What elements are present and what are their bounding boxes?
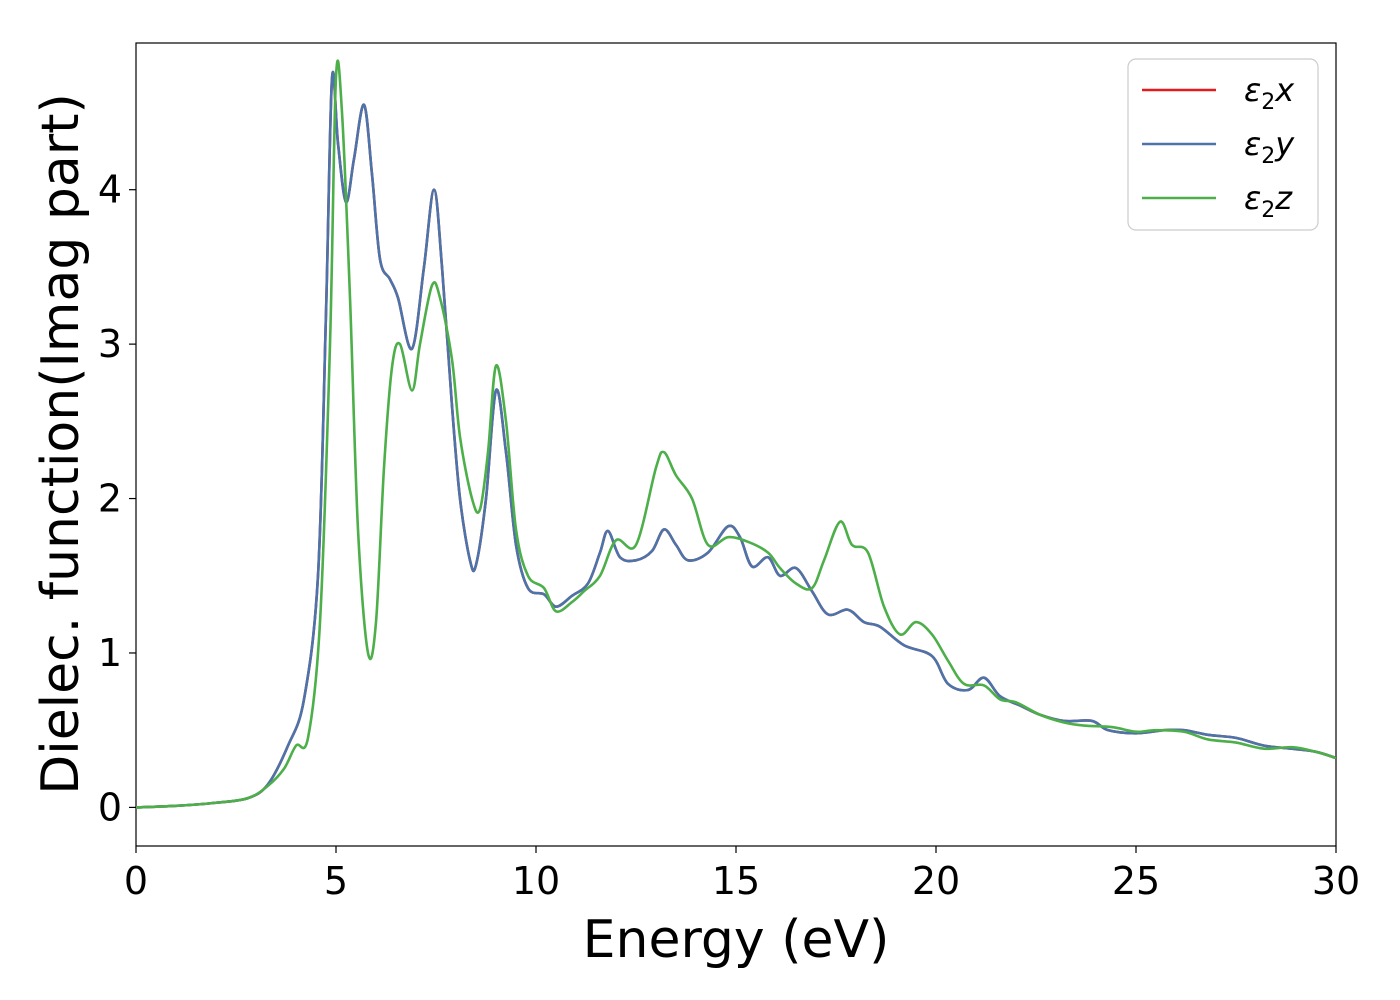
legend-box bbox=[1127, 58, 1319, 231]
y-axis-label: Dielec. function(Imag part) bbox=[31, 93, 91, 795]
x-tick-label: 30 bbox=[1312, 859, 1360, 903]
y-tick-label: 4 bbox=[98, 168, 122, 212]
y-tick-label: 3 bbox=[98, 322, 122, 366]
x-tick-label: 20 bbox=[912, 859, 960, 903]
legend-label-y: ε2y bbox=[1244, 125, 1295, 169]
x-axis-label: Energy (eV) bbox=[583, 910, 890, 970]
legend-label-z: ε2z bbox=[1244, 179, 1293, 223]
legend: ε2x ε2y ε2z bbox=[1127, 58, 1319, 231]
x-axis-ticks: 0 5 10 15 20 25 30 bbox=[124, 846, 1360, 903]
series-line-z bbox=[136, 59, 1336, 809]
legend-label-x: ε2x bbox=[1244, 71, 1295, 115]
x-tick-label: 25 bbox=[1112, 859, 1160, 903]
y-tick-label: 2 bbox=[98, 477, 122, 521]
y-tick-label: 1 bbox=[98, 631, 122, 675]
y-axis-ticks: 0 1 2 3 4 bbox=[98, 168, 136, 829]
legend-items: ε2x ε2y ε2z bbox=[1142, 71, 1295, 223]
x-tick-label: 10 bbox=[512, 859, 560, 903]
series-layer bbox=[136, 59, 1336, 809]
x-tick-label: 15 bbox=[712, 859, 760, 903]
plot-area: 0 5 10 15 20 25 30 0 1 2 3 4 bbox=[98, 42, 1360, 903]
y-tick-label: 0 bbox=[98, 785, 122, 829]
x-tick-label: 0 bbox=[124, 859, 148, 903]
x-tick-label: 5 bbox=[324, 859, 348, 903]
